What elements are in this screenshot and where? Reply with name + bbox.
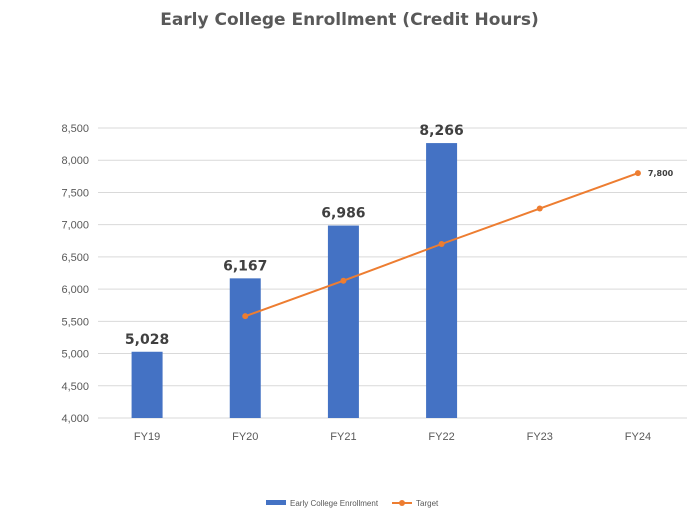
x-tick-label: FY19	[134, 431, 160, 443]
bar-data-label: 8,266	[419, 123, 463, 139]
y-tick-label: 6,500	[61, 252, 89, 264]
bar	[131, 351, 163, 418]
bar	[327, 225, 359, 418]
chart-title: Early College Enrollment (Credit Hours)	[160, 10, 539, 30]
target-point	[536, 205, 543, 212]
x-tick-label: FY24	[625, 431, 651, 443]
bar	[229, 278, 261, 418]
bar-data-label: 6,986	[321, 206, 365, 222]
y-tick-label: 7,000	[61, 220, 89, 232]
x-tick-label: FY21	[330, 431, 356, 443]
target-point	[242, 313, 249, 320]
x-tick-label: FY23	[527, 431, 553, 443]
legend-swatch-marker	[399, 500, 405, 506]
bar-data-label: 6,167	[223, 258, 267, 274]
y-tick-label: 5,000	[61, 349, 89, 361]
x-tick-label: FY22	[428, 431, 454, 443]
x-tick-label: FY20	[232, 431, 258, 443]
target-data-label: 7,800	[648, 169, 674, 178]
target-point	[340, 277, 347, 284]
y-tick-label: 5,500	[61, 316, 89, 328]
legend-label: Target	[416, 499, 439, 508]
y-tick-label: 4,500	[61, 381, 89, 393]
bar-data-label: 5,028	[125, 332, 169, 348]
y-tick-label: 4,000	[61, 413, 89, 425]
target-point	[438, 241, 445, 247]
y-tick-label: 6,000	[61, 284, 89, 296]
bar	[426, 143, 458, 418]
target-point	[634, 170, 641, 177]
y-tick-label: 7,500	[61, 187, 89, 199]
y-tick-label: 8,500	[61, 123, 89, 135]
y-tick-label: 8,000	[61, 155, 89, 167]
legend-swatch-bar	[266, 500, 286, 505]
legend-label: Early College Enrollment	[290, 499, 379, 508]
